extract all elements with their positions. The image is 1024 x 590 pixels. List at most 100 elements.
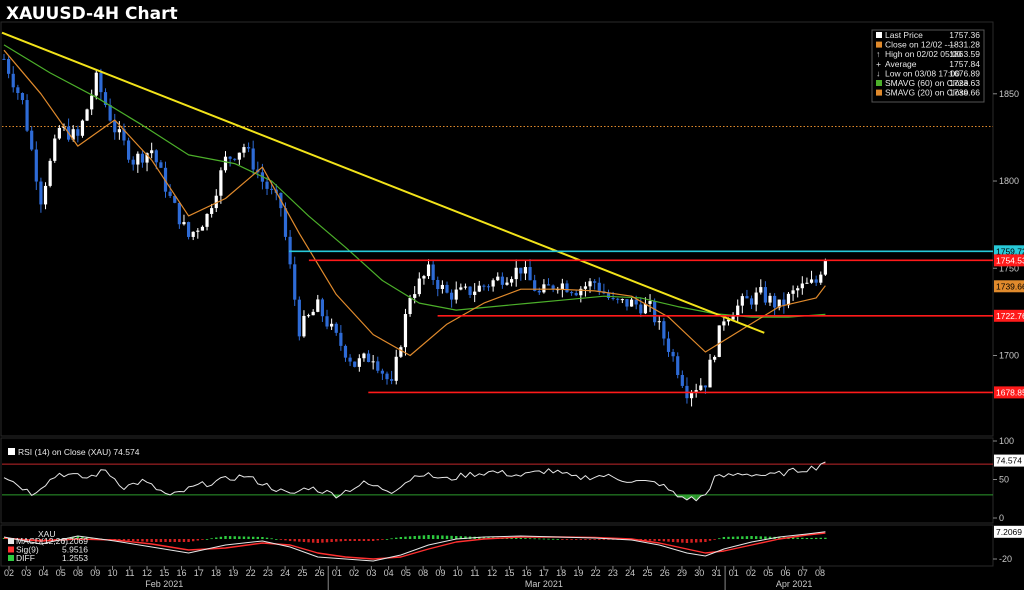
- candle-body: [325, 316, 329, 327]
- macd-diff-bar: [422, 535, 426, 539]
- candle-body: [694, 390, 698, 393]
- candle-body: [440, 284, 444, 289]
- legend-row-value: 1863.59: [949, 49, 980, 59]
- candle-body: [805, 282, 809, 284]
- macd-diff-bar: [754, 536, 758, 539]
- macd-diff-bar: [718, 538, 721, 540]
- macd-diff-bar: [376, 539, 379, 541]
- x-tick-label: 04: [39, 568, 49, 578]
- candle-body: [71, 129, 75, 140]
- price-ytick-label: 1700: [999, 350, 1019, 360]
- macd-diff-bar: [118, 539, 121, 541]
- macd-diff-bar: [538, 538, 541, 540]
- macd-diff-bar: [450, 535, 453, 539]
- macd-diff-bar: [298, 539, 301, 542]
- macd-diff-bar: [76, 536, 80, 539]
- candle-body: [537, 290, 541, 293]
- x-tick-label: 05: [401, 568, 411, 578]
- macd-diff-bar: [570, 539, 573, 540]
- macd-diff-bar: [685, 539, 689, 543]
- macd-series-value: 7.2069: [62, 536, 88, 546]
- x-tick-label: 08: [73, 568, 83, 578]
- rsi-legend-label: RSI (14) on Close (XAU) 74.574: [18, 447, 140, 457]
- candle-body: [182, 222, 186, 225]
- macd-diff-bar: [824, 537, 827, 539]
- x-tick-label: 29: [677, 568, 687, 578]
- macd-diff-bar: [210, 538, 213, 540]
- level-tag: [994, 309, 1024, 322]
- candle-body: [265, 181, 269, 189]
- x-tick-label: 18: [211, 568, 221, 578]
- candle-body: [186, 222, 191, 237]
- level-tag: [994, 245, 1024, 258]
- legend-row-label: Last Price: [885, 30, 923, 40]
- macd-diff-bar: [178, 539, 181, 542]
- x-tick-label: 04: [384, 568, 394, 578]
- macd-diff-bar: [519, 538, 523, 539]
- macd-diff-bar: [667, 539, 670, 542]
- rsi-ytick-label: 50: [999, 475, 1009, 485]
- candle-body: [394, 356, 398, 381]
- candle-body: [57, 127, 61, 139]
- macd-series-value: 5.9516: [62, 545, 88, 555]
- candle-body: [408, 297, 412, 315]
- candle-body: [30, 130, 34, 150]
- candle-body: [809, 279, 814, 283]
- candle-body: [399, 347, 403, 357]
- macd-diff-bar: [150, 539, 153, 542]
- candle-body: [814, 279, 818, 283]
- macd-diff-bar: [431, 535, 435, 539]
- candle-body: [777, 299, 781, 308]
- candle-body: [237, 152, 241, 160]
- candle-body: [496, 276, 500, 281]
- macd-diff-bar: [814, 537, 818, 539]
- macd-diff-bar: [741, 536, 744, 539]
- candle-body: [500, 276, 504, 285]
- macd-diff-bar: [205, 539, 209, 540]
- candle-body: [16, 87, 20, 94]
- candle-body: [117, 129, 121, 133]
- candle-body: [196, 230, 200, 232]
- candle-body: [648, 301, 652, 304]
- trendline: [1, 31, 765, 334]
- x-tick-label: 16: [177, 568, 187, 578]
- macd-value-tag: [994, 525, 1024, 538]
- macd-series-value: 1.2553: [62, 553, 88, 563]
- macd-diff-bar: [168, 539, 172, 542]
- macd-diff-bar: [556, 539, 559, 540]
- macd-diff-bar: [464, 536, 467, 539]
- macd-diff-bar: [191, 539, 195, 542]
- candle-body: [703, 385, 708, 388]
- x-tick-label: 24: [280, 568, 290, 578]
- level-tag-label: 1678.85: [996, 387, 1024, 397]
- x-tick-label: 19: [573, 568, 583, 578]
- macd-diff-bar: [293, 539, 296, 542]
- macd-diff-bar: [265, 537, 269, 539]
- candle-body: [219, 170, 223, 196]
- macd-series-name: MACD(12,26): [16, 536, 68, 546]
- macd-diff-bar: [778, 537, 781, 539]
- macd-diff-bar: [404, 536, 407, 539]
- candle-body: [43, 185, 48, 205]
- macd-diff-bar: [579, 539, 583, 540]
- macd-diff-bar: [607, 539, 610, 540]
- candle-body: [551, 285, 555, 290]
- macd-diff-bar: [418, 535, 421, 539]
- candle-body: [422, 276, 426, 279]
- candle-body: [417, 278, 421, 295]
- macd-diff-bar: [187, 539, 190, 542]
- x-tick-label: 18: [556, 568, 566, 578]
- x-tick-label: 08: [418, 568, 428, 578]
- legend-row-value: 1723.63: [949, 78, 980, 88]
- candle-body: [509, 279, 514, 283]
- x-tick-label: 06: [780, 568, 790, 578]
- macd-diff-bar: [648, 539, 652, 541]
- macd-diff-bar: [727, 536, 730, 539]
- low-marker-icon: ↓: [876, 68, 880, 78]
- macd-diff-bar: [145, 539, 149, 542]
- rsi-ytick-label: 0: [999, 513, 1004, 523]
- macd-diff-bar: [427, 535, 430, 539]
- macd-header-label: XAU: [38, 529, 55, 539]
- candle-body: [348, 357, 352, 362]
- rsi-line: [3, 461, 826, 502]
